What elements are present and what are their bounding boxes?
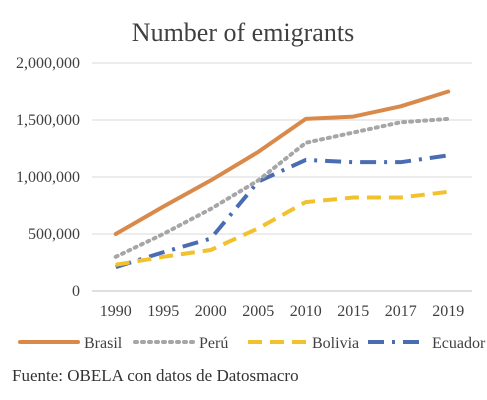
- x-tick-label: 2015: [337, 303, 369, 320]
- legend-label-brasil: Brasil: [84, 335, 123, 352]
- series-line-peru: [113, 116, 451, 259]
- y-tick-label: 0: [72, 283, 80, 300]
- source-note: Fuente: OBELA con datos de Datosmacro: [12, 366, 299, 385]
- series-line-brasil: [113, 89, 451, 236]
- x-tick-label: 2019: [432, 303, 464, 320]
- series-line-ecuador: [115, 153, 449, 269]
- x-tick-label: 2010: [290, 303, 322, 320]
- y-tick-label: 1,000,000: [16, 169, 80, 186]
- y-axis-ticks: 0 500,000 1,000,000 1,500,000 2,000,000: [16, 55, 80, 300]
- x-tick-label: 2005: [242, 303, 274, 320]
- x-tick-label: 2000: [195, 303, 227, 320]
- legend-label-ecuador: Ecuador: [432, 335, 486, 352]
- chart-title: Number of emigrants: [132, 18, 354, 47]
- y-tick-label: 2,000,000: [16, 55, 80, 72]
- gridlines: [92, 62, 472, 292]
- series-line-bolivia: [115, 189, 449, 267]
- legend-label-bolivia: Bolivia: [312, 335, 359, 352]
- line-chart: Number of emigrants 0 500,000 1,000,000 1,5…: [16, 18, 486, 352]
- x-tick-label: 2017: [385, 303, 417, 320]
- x-tick-label: 1990: [100, 303, 132, 320]
- y-tick-label: 1,500,000: [16, 112, 80, 129]
- x-axis-ticks: 1990 1995 2000 2005 2010 2015 2017 2019: [100, 303, 465, 320]
- legend-label-peru: Perú: [199, 335, 228, 352]
- x-tick-label: 1995: [147, 303, 179, 320]
- legend: Brasil Perú Bolivia Ecuador: [18, 335, 486, 352]
- y-tick-label: 500,000: [28, 226, 80, 243]
- series-lines: [113, 89, 451, 269]
